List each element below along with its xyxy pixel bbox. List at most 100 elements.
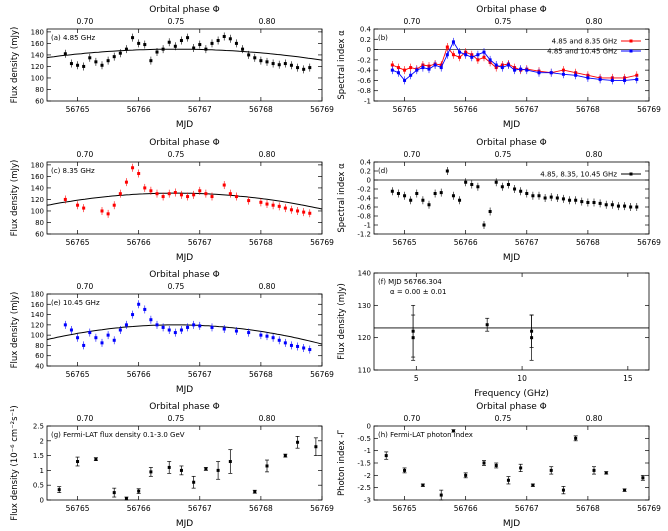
phase-axis-label: Orbital phase Φ bbox=[476, 138, 547, 148]
data-point bbox=[494, 463, 498, 467]
y-tick-label: -2 bbox=[364, 472, 371, 480]
data-point bbox=[179, 193, 183, 197]
data-point bbox=[592, 201, 596, 204]
y-tick-label: 0 bbox=[40, 497, 44, 505]
data-point bbox=[482, 223, 486, 227]
phase-tick-label: 0.80 bbox=[259, 17, 276, 26]
phase-axis-label: Orbital phase Φ bbox=[149, 270, 220, 280]
data-point bbox=[555, 196, 559, 200]
data-point bbox=[167, 192, 171, 196]
x-tick-label: 56766 bbox=[454, 238, 478, 247]
data-point bbox=[525, 68, 529, 72]
x-tick-label: 56769 bbox=[637, 238, 661, 247]
data-point bbox=[439, 191, 443, 195]
data-point bbox=[222, 34, 226, 38]
y-tick-label: 80 bbox=[35, 219, 44, 227]
data-point bbox=[623, 204, 627, 208]
y-tick-label: 140 bbox=[31, 184, 44, 192]
data-point bbox=[265, 60, 269, 64]
phase-tick-label: 0.75 bbox=[168, 17, 185, 26]
x-tick-label: 56767 bbox=[515, 504, 539, 513]
data-point bbox=[445, 53, 449, 57]
data-point bbox=[519, 466, 523, 470]
data-point bbox=[149, 470, 153, 474]
data-point bbox=[561, 197, 565, 201]
data-point bbox=[574, 198, 578, 202]
y-tick-label: 110 bbox=[358, 367, 371, 375]
x-tick-label: 56765 bbox=[393, 238, 417, 247]
y-tick-label: 0.2 bbox=[360, 36, 371, 44]
data-point bbox=[451, 53, 455, 57]
data-point bbox=[458, 198, 462, 202]
y-tick-label: 120 bbox=[31, 196, 44, 204]
data-point bbox=[271, 336, 275, 340]
data-point bbox=[94, 336, 98, 340]
y-tick-label: -0.8 bbox=[357, 213, 371, 221]
data-point bbox=[390, 189, 394, 193]
y-tick-label: 160 bbox=[31, 301, 44, 309]
data-point bbox=[283, 62, 287, 66]
data-point bbox=[234, 329, 238, 333]
data-point bbox=[241, 47, 245, 51]
phase-tick-label: 0.80 bbox=[259, 414, 276, 423]
data-point bbox=[76, 63, 80, 67]
data-point bbox=[476, 58, 480, 62]
data-point bbox=[445, 169, 449, 173]
phase-tick-label: 0.80 bbox=[259, 282, 276, 291]
data-point bbox=[155, 50, 159, 54]
y-tick-label: 180 bbox=[31, 161, 44, 169]
y-tick-label: -3 bbox=[364, 497, 371, 505]
data-point bbox=[137, 302, 141, 306]
x-tick-label: 56767 bbox=[515, 105, 539, 114]
data-point bbox=[216, 468, 220, 472]
data-point bbox=[247, 53, 251, 57]
x-tick-label: 56769 bbox=[637, 504, 661, 513]
x-axis-label: MJD bbox=[176, 120, 193, 130]
legend-label: 4.85 and 10.45 GHz bbox=[547, 48, 617, 56]
data-point bbox=[253, 56, 257, 60]
data-point bbox=[488, 58, 492, 62]
data-point bbox=[421, 198, 425, 202]
x-tick-label: 56765 bbox=[66, 370, 90, 379]
phase-tick-label: 0.80 bbox=[586, 414, 603, 423]
phase-tick-label: 0.75 bbox=[168, 282, 185, 291]
y-tick-label: 160 bbox=[31, 40, 44, 48]
data-point bbox=[482, 461, 486, 465]
data-point bbox=[500, 185, 504, 189]
data-point bbox=[283, 454, 287, 458]
fit-curve bbox=[46, 324, 323, 345]
data-point bbox=[57, 488, 61, 492]
data-point bbox=[390, 68, 394, 72]
data-point bbox=[439, 493, 443, 497]
y-tick-label: -0.8 bbox=[357, 87, 371, 95]
data-point bbox=[198, 189, 202, 193]
data-point bbox=[598, 201, 602, 205]
data-point bbox=[302, 210, 306, 214]
data-point bbox=[623, 488, 627, 492]
data-point bbox=[464, 180, 468, 184]
y-tick-label: 0 bbox=[367, 46, 371, 54]
data-point bbox=[302, 67, 306, 71]
y-tick-label: 0.2 bbox=[360, 168, 371, 176]
data-point bbox=[296, 440, 300, 444]
y-tick-label: 0.5 bbox=[33, 482, 44, 490]
data-point bbox=[485, 323, 489, 327]
x-axis-label: MJD bbox=[503, 519, 520, 529]
x-tick-label: 56769 bbox=[310, 105, 334, 114]
data-point bbox=[210, 195, 214, 199]
data-point bbox=[635, 77, 639, 81]
data-point bbox=[396, 66, 400, 70]
y-tick-label: 160 bbox=[31, 173, 44, 181]
x-tick-label: 56769 bbox=[310, 504, 334, 513]
data-point bbox=[561, 68, 565, 72]
panel-f: 5 10 15 110 120 130 140 Frequency (GHz) Flux den… bbox=[337, 270, 650, 399]
data-point bbox=[69, 328, 73, 332]
data-point bbox=[106, 212, 110, 216]
data-point bbox=[82, 343, 86, 347]
plot-frame bbox=[46, 161, 323, 235]
data-point bbox=[549, 468, 553, 472]
y-tick-label: -1 bbox=[364, 222, 371, 230]
data-point bbox=[63, 323, 67, 327]
data-point bbox=[623, 78, 627, 82]
x-tick-label: 56767 bbox=[515, 238, 539, 247]
